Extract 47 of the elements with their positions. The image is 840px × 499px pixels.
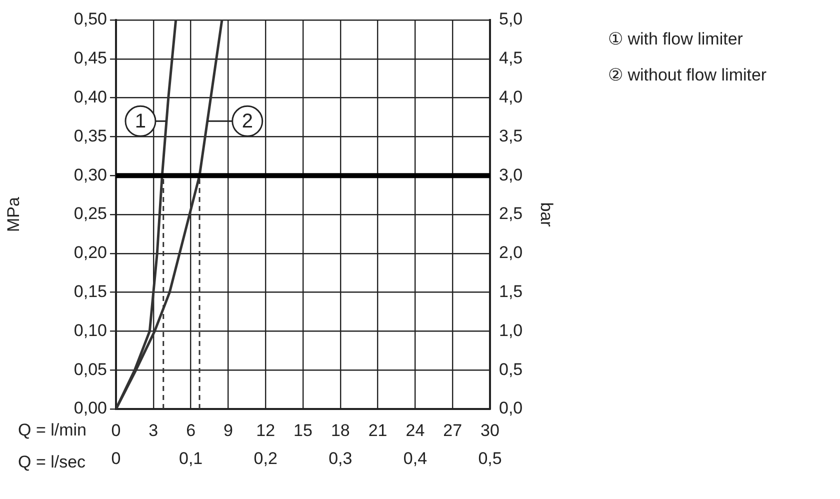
x-tick-label: 12 bbox=[256, 420, 276, 440]
y2-tick-label: 0,5 bbox=[499, 360, 523, 379]
y2-tick-label: 0,0 bbox=[499, 398, 523, 418]
annotation: 1 bbox=[134, 110, 146, 133]
y2-tick-label: 2,5 bbox=[499, 204, 523, 224]
x-tick-label: 30 bbox=[480, 420, 500, 440]
x-tick-label: 6 bbox=[186, 420, 196, 440]
x-tick-label: 15 bbox=[294, 420, 312, 440]
x2-tick-label: 0,3 bbox=[328, 448, 352, 468]
y2-tick-label: 2,0 bbox=[499, 243, 523, 262]
x-tick-label: 9 bbox=[223, 420, 233, 440]
y-tick-label: 0,50 bbox=[74, 10, 107, 29]
text: ② without flow limiter bbox=[608, 66, 767, 85]
x-tick-label: 21 bbox=[368, 420, 388, 440]
y-tick-label: 0,15 bbox=[74, 282, 107, 301]
annotation: 2 bbox=[242, 110, 253, 133]
y2-tick-label: 1,0 bbox=[499, 320, 523, 340]
y2-tick-label: 1,5 bbox=[499, 282, 523, 301]
x2-tick-label: 0 bbox=[111, 448, 121, 468]
y-tick-label: 0,40 bbox=[74, 87, 107, 106]
y-tick-label: 0,25 bbox=[74, 204, 107, 224]
y2-tick-label: 4,5 bbox=[499, 48, 523, 68]
y2-tick-label: 5,0 bbox=[499, 10, 523, 29]
y2-tick-label: 3,0 bbox=[499, 165, 523, 184]
x2-tick-label: 0,5 bbox=[478, 448, 502, 468]
y-tick-label: 0,35 bbox=[74, 126, 107, 146]
x2-tick-label: 0,4 bbox=[403, 448, 428, 468]
y-axis-title: MPa bbox=[4, 196, 23, 232]
x-tick-label: 24 bbox=[406, 420, 425, 440]
y2-tick-label: 3,5 bbox=[499, 126, 523, 146]
x-axis-title: Q = l/min bbox=[18, 420, 86, 440]
y-tick-label: 0,10 bbox=[74, 320, 107, 340]
y-tick-label: 0,30 bbox=[74, 165, 107, 184]
y-tick-label: 0,05 bbox=[74, 360, 107, 379]
y-tick-label: 0,20 bbox=[74, 243, 107, 262]
y-tick-label: 0,00 bbox=[74, 398, 107, 418]
x2-tick-label: 0,2 bbox=[254, 448, 278, 468]
x-tick-label: 3 bbox=[148, 420, 158, 440]
y-tick-label: 0,45 bbox=[74, 48, 107, 68]
y2-tick-label: 4,0 bbox=[499, 87, 523, 106]
y2-axis-title: bar bbox=[537, 202, 556, 228]
x-tick-label: 27 bbox=[443, 420, 462, 440]
x2-axis-title: Q = l/sec bbox=[18, 452, 86, 472]
x-tick-label: 18 bbox=[330, 420, 350, 440]
text: ① with flow limiter bbox=[608, 30, 744, 49]
x-tick-label: 0 bbox=[111, 420, 121, 440]
x2-tick-label: 0,1 bbox=[178, 448, 203, 468]
